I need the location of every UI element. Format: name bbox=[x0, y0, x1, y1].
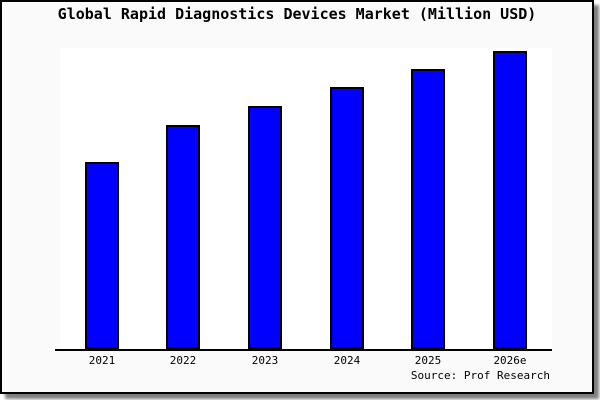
source-credit: Source: Prof Research bbox=[410, 369, 550, 382]
x-axis-line bbox=[55, 349, 552, 351]
plot-area bbox=[60, 48, 552, 349]
chart-title: Global Rapid Diagnostics Devices Market … bbox=[57, 5, 537, 23]
bar-2026e bbox=[493, 51, 527, 349]
bar-2025 bbox=[411, 69, 445, 349]
x-tick-label-2023: 2023 bbox=[251, 354, 279, 367]
x-tick-label-2025: 2025 bbox=[414, 354, 442, 367]
bar-2022 bbox=[166, 125, 200, 349]
x-tick-label-2021: 2021 bbox=[88, 354, 116, 367]
x-tick-label-2022: 2022 bbox=[169, 354, 197, 367]
x-tick-label-2024: 2024 bbox=[333, 354, 361, 367]
x-tick-label-2026e: 2026e bbox=[493, 354, 527, 367]
bar-2021 bbox=[85, 162, 119, 349]
bar-2023 bbox=[248, 106, 282, 349]
bar-2024 bbox=[330, 87, 364, 349]
